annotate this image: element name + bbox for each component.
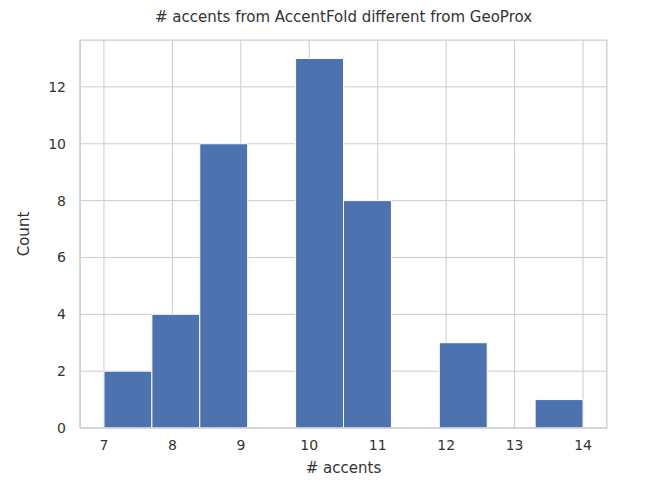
- svg-text:14: 14: [574, 437, 592, 453]
- svg-text:7: 7: [99, 437, 108, 453]
- svg-text:4: 4: [57, 306, 66, 322]
- svg-text:12: 12: [437, 437, 455, 453]
- svg-text:# accents: # accents: [306, 459, 382, 477]
- svg-text:10: 10: [300, 437, 318, 453]
- svg-text:10: 10: [48, 136, 66, 152]
- svg-text:11: 11: [369, 437, 387, 453]
- svg-text:Count: Count: [15, 212, 33, 257]
- svg-text:0: 0: [57, 420, 66, 436]
- svg-text:12: 12: [48, 79, 66, 95]
- html-text:# accents from AccentFold diff: # accents from AccentFold different from…: [154, 8, 533, 26]
- svg-text:8: 8: [57, 193, 66, 209]
- svg-text:9: 9: [236, 437, 245, 453]
- svg-text:8: 8: [168, 437, 177, 453]
- svg-text:13: 13: [506, 437, 524, 453]
- svg-text:2: 2: [57, 363, 66, 379]
- svg-text:6: 6: [57, 249, 66, 265]
